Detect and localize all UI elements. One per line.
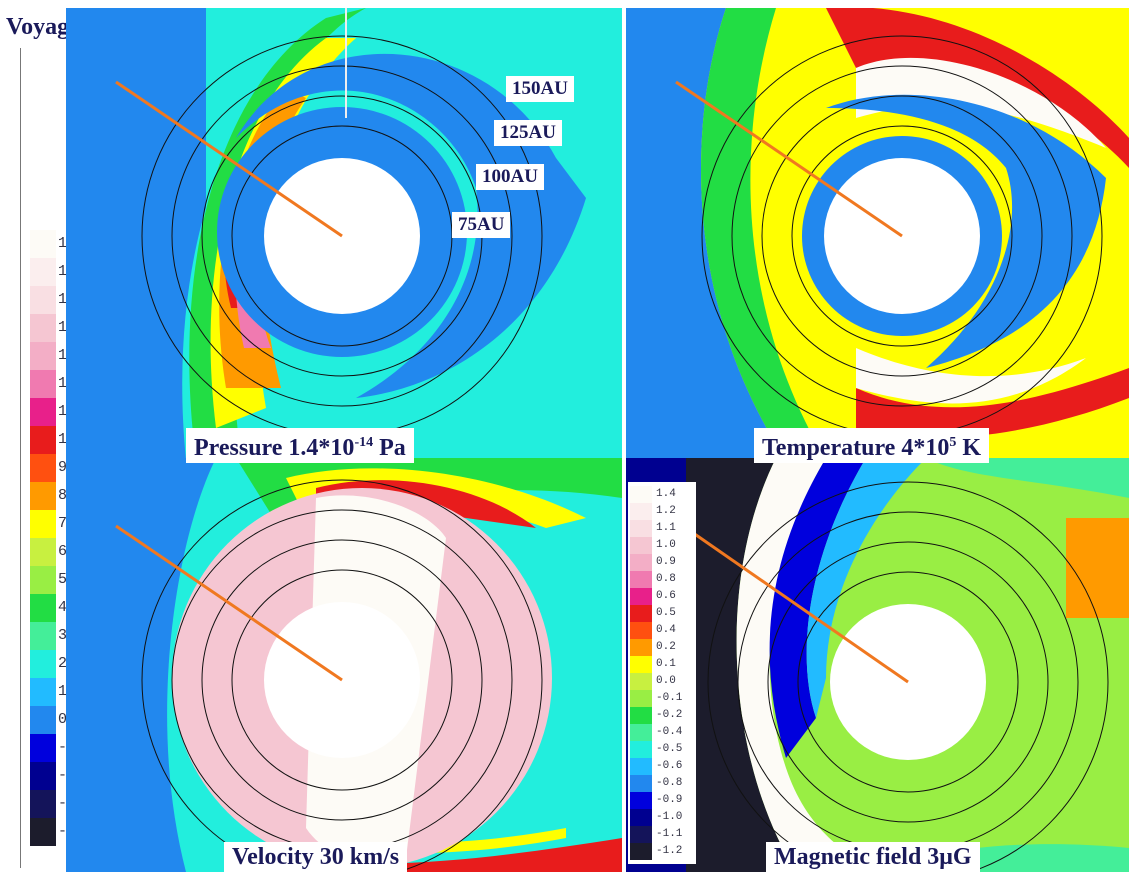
colorbar-swatch: [30, 734, 56, 762]
temperature-label: Temperature 4*105 K: [754, 428, 989, 463]
colorbar-swatch: [30, 482, 56, 510]
velocity-panel: [66, 458, 622, 872]
magnetic-colorbar-tick-label: 1.1: [656, 522, 676, 534]
magnetic-colorbar-swatch: [630, 486, 652, 503]
magnetic-colorbar-swatch: [630, 571, 652, 588]
magnetic-colorbar-swatch: [630, 639, 652, 656]
magnetic-colorbar: 1.4 1.2 1.1 1.0 0.9 0.8 0.6 0.5 0.4 0.2 0.1 0.0 -0.1…: [628, 482, 696, 864]
colorbar-swatch: [30, 314, 56, 342]
magnetic-colorbar-swatch: [630, 741, 652, 758]
magnetic-colorbar-tick-label: 0.5: [656, 607, 676, 619]
colorbar-swatch: [30, 426, 56, 454]
magnetic-plot: [626, 458, 1129, 872]
magnetic-colorbar-tick-label: -0.4: [656, 726, 683, 738]
magnetic-colorbar-swatch: [630, 554, 652, 571]
magnetic-colorbar-tick-label: -0.9: [656, 794, 683, 806]
pressure-label: Pressure 1.4*10-14 Pa: [186, 428, 414, 463]
magnetic-colorbar-swatch: [630, 656, 652, 673]
magnetic-colorbar-swatch: [630, 605, 652, 622]
magnetic-colorbar-tick-label: 0.1: [656, 658, 676, 670]
colorbar-swatch: [30, 510, 56, 538]
magnetic-colorbar-swatch: [630, 588, 652, 605]
magnetic-colorbar-tick-label: 0.8: [656, 573, 676, 585]
colorbar-swatch: [30, 818, 56, 846]
colorbar-swatch: [30, 258, 56, 286]
ring-label-100au: 100AU: [476, 164, 544, 190]
magnetic-colorbar-tick-label: -1.1: [656, 828, 683, 840]
magnetic-colorbar-swatch: [630, 503, 652, 520]
colorbar-swatch: [30, 454, 56, 482]
magnetic-colorbar-tick-label: 1.0: [656, 539, 676, 551]
ring-label-150au: 150AU: [506, 76, 574, 102]
magnetic-colorbar-swatch: [630, 690, 652, 707]
colorbar-swatch: [30, 230, 56, 258]
magnetic-colorbar-swatch: [630, 758, 652, 775]
colorbar-swatch: [30, 342, 56, 370]
velocity-plot: [66, 458, 622, 872]
colorbar-swatch: [30, 762, 56, 790]
colorbar-swatch: [30, 678, 56, 706]
colorbar-swatch: [30, 594, 56, 622]
magnetic-colorbar-tick-label: 0.2: [656, 641, 676, 653]
temperature-panel: [626, 8, 1129, 460]
magnetic-colorbar-tick-label: -0.6: [656, 760, 683, 772]
magnetic-label: Magnetic field 3μG: [766, 842, 980, 872]
temperature-plot: [626, 8, 1129, 460]
magnetic-colorbar-swatch: [630, 622, 652, 639]
magnetic-panel: [626, 458, 1129, 872]
ring-label-75au: 75AU: [452, 212, 511, 238]
colorbar-swatch: [30, 566, 56, 594]
magnetic-colorbar-tick-label: 0.9: [656, 556, 676, 568]
magnetic-colorbar-swatch: [630, 707, 652, 724]
magnetic-colorbar-swatch: [630, 826, 652, 843]
magnetic-colorbar-tick-label: -0.1: [656, 692, 683, 704]
magnetic-colorbar-swatch: [630, 673, 652, 690]
magnetic-colorbar-tick-label: 0.6: [656, 590, 676, 602]
magnetic-colorbar-swatch: [630, 809, 652, 826]
magnetic-colorbar-tick-label: 0.4: [656, 624, 676, 636]
magnetic-colorbar-swatch: [630, 775, 652, 792]
magnetic-colorbar-swatch: [630, 537, 652, 554]
magnetic-colorbar-tick-label: 1.2: [656, 505, 676, 517]
velocity-label: Velocity 30 km/s: [224, 842, 408, 872]
magnetic-colorbar-tick-label: -0.2: [656, 709, 683, 721]
magnetic-colorbar-tick-label: -0.8: [656, 777, 683, 789]
colorbar-swatch: [30, 398, 56, 426]
magnetic-colorbar-swatch: [630, 843, 652, 860]
colorbar-swatch: [30, 706, 56, 734]
divider-line: [20, 48, 21, 868]
magnetic-colorbar-swatch: [630, 792, 652, 809]
magnetic-colorbar-tick-label: -0.5: [656, 743, 683, 755]
magnetic-colorbar-tick-label: -1.0: [656, 811, 683, 823]
magnetic-colorbar-swatch: [630, 724, 652, 741]
magnetic-colorbar-tick-label: 1.4: [656, 488, 676, 500]
colorbar: [30, 230, 56, 846]
colorbar-swatch: [30, 650, 56, 678]
colorbar-swatch: [30, 538, 56, 566]
magnetic-colorbar-tick-label: -1.2: [656, 845, 683, 857]
colorbar-swatch: [30, 790, 56, 818]
colorbar-swatch: [30, 370, 56, 398]
magnetic-colorbar-swatch: [630, 520, 652, 537]
colorbar-swatch: [30, 286, 56, 314]
colorbar-swatch: [30, 622, 56, 650]
ring-label-125au: 125AU: [494, 120, 562, 146]
magnetic-colorbar-tick-label: 0.0: [656, 675, 676, 687]
